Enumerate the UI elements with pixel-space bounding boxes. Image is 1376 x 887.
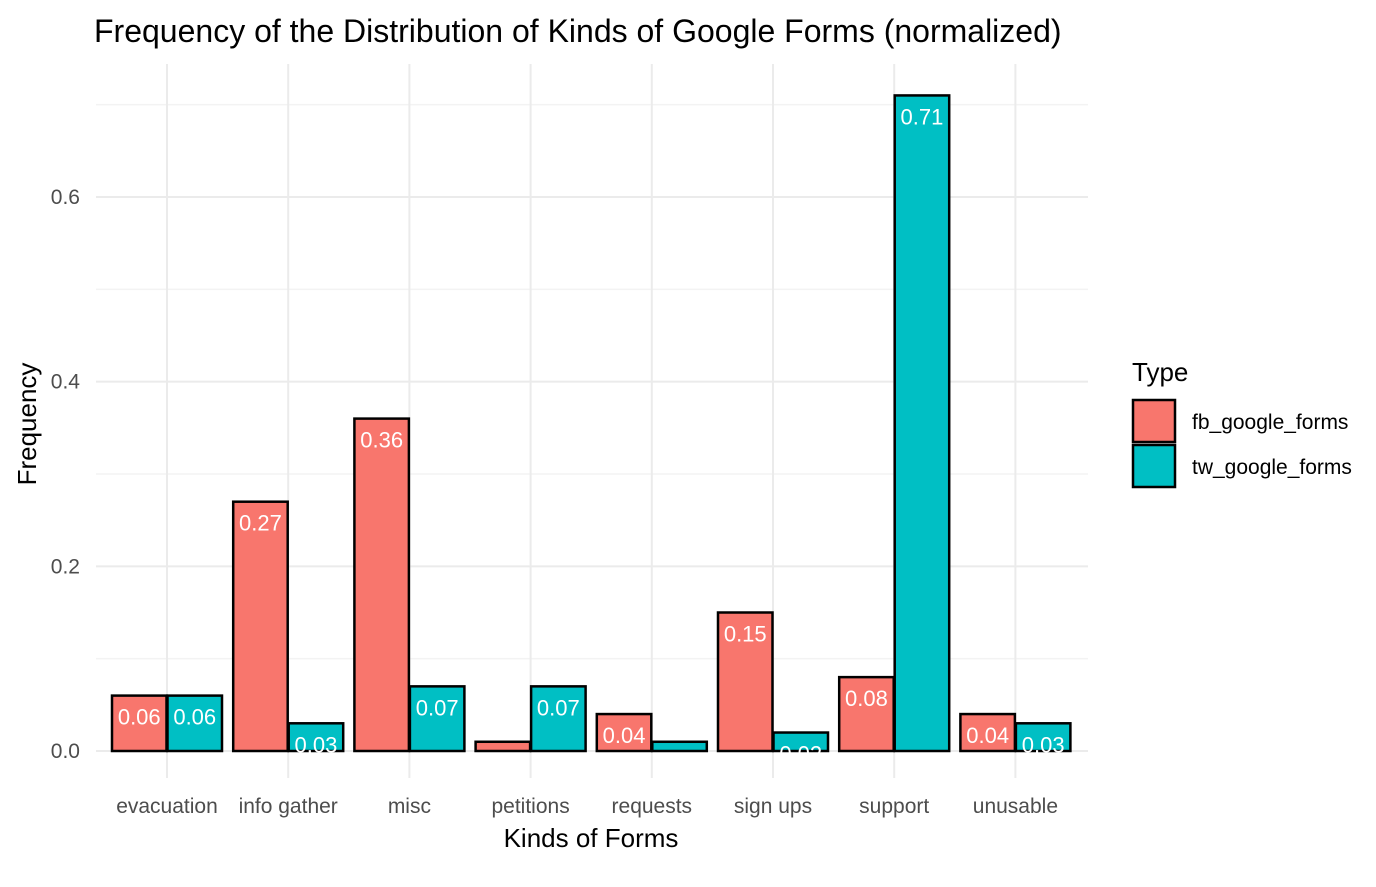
x-axis-title: Kinds of Forms	[504, 823, 679, 853]
data-label: 0.07	[416, 695, 459, 720]
legend-items: fb_google_forms tw_google_forms	[1131, 398, 1352, 489]
x-tick-label: support	[859, 795, 929, 818]
data-label: 0.15	[724, 622, 767, 647]
data-label: 0.06	[118, 705, 161, 730]
y-tick-label: 0.2	[51, 555, 80, 578]
data-label: 0.36	[360, 428, 403, 453]
x-tick-label: unusable	[973, 795, 1058, 818]
bar-tw_google_forms-support	[893, 94, 951, 753]
x-tick-label: misc	[388, 795, 431, 818]
bar-fb_google_forms-info-gather	[231, 500, 289, 753]
bar-tw_google_forms-info-gather	[287, 722, 345, 753]
data-labels: 0.06 0.06 0.27 0.03 0.36 0.07 0.07 0.04 0.15 0.02…	[118, 104, 1065, 766]
y-axis: 0.0 0.2 0.4 0.6	[51, 186, 81, 763]
data-label: 0.02	[779, 742, 822, 767]
chart-title: Frequency of the Distribution of Kinds o…	[94, 13, 1062, 49]
bar-tw_google_forms-sign-ups	[772, 731, 830, 753]
x-tick-label: petitions	[491, 795, 569, 818]
data-label: 0.71	[901, 104, 944, 129]
data-label: 0.07	[537, 695, 580, 720]
x-tick-label: sign ups	[734, 795, 812, 818]
y-tick-label: 0.4	[51, 371, 81, 394]
legend-label: tw_google_forms	[1192, 456, 1352, 479]
data-label: 0.03	[1022, 732, 1065, 757]
y-tick-label: 0.0	[51, 740, 80, 763]
bar-tw_google_forms-evacuation	[166, 694, 224, 753]
x-axis: evacuation info gather misc petitions reques…	[116, 795, 1058, 818]
bar-tw_google_forms-petitions	[529, 685, 587, 753]
bars	[110, 94, 1072, 753]
x-tick-label: requests	[612, 795, 693, 818]
x-tick-label: evacuation	[116, 795, 218, 818]
bar-fb_google_forms-support	[837, 675, 895, 753]
legend-key	[1131, 398, 1177, 444]
data-label: 0.03	[295, 732, 338, 757]
bar-fb_google_forms-sign-ups	[716, 611, 774, 753]
legend-label: fb_google_forms	[1192, 411, 1348, 434]
y-axis-title: Frequency	[12, 363, 42, 486]
bar-tw_google_forms-misc	[408, 685, 466, 753]
data-label: 0.08	[845, 686, 888, 711]
data-label: 0.04	[603, 723, 646, 748]
data-label: 0.04	[966, 723, 1009, 748]
data-label: 0.27	[239, 511, 282, 536]
bar-fb_google_forms-requests	[595, 712, 653, 753]
y-tick-label: 0.6	[51, 186, 80, 209]
bar-fb_google_forms-misc	[353, 417, 411, 753]
bar-fb_google_forms-evacuation	[110, 694, 168, 753]
bar-fb_google_forms-unusable	[959, 712, 1017, 753]
legend-key	[1131, 443, 1177, 489]
x-tick-label: info gather	[239, 795, 338, 818]
bar-tw_google_forms-unusable	[1014, 722, 1072, 753]
legend-title: Type	[1132, 357, 1188, 387]
data-label: 0.06	[173, 705, 216, 730]
bar-fb_google_forms-petitions	[474, 740, 532, 753]
bar-tw_google_forms-requests	[651, 740, 709, 753]
legend: Type fb_google_forms tw_google_forms	[1131, 357, 1352, 489]
